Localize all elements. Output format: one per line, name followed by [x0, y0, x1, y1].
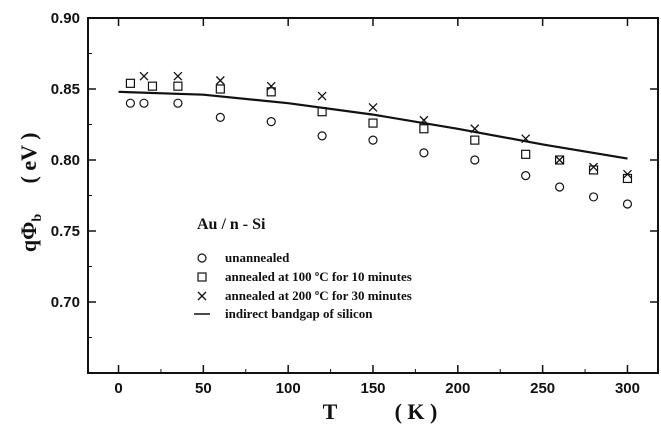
x-tick-label: 0 [114, 380, 122, 397]
point-circle [125, 98, 136, 108]
point-square [419, 124, 429, 134]
point-square [588, 165, 599, 175]
legend-square-swatch [197, 272, 207, 282]
plot-border [87, 17, 659, 374]
point-circle [368, 135, 378, 145]
y-axis-label-main: qΦb [16, 214, 45, 252]
x-axis-label-unit: ( K ) [395, 399, 438, 424]
point-circle [470, 155, 480, 165]
point-circle [555, 182, 565, 192]
x-tick-label: 50 [195, 380, 212, 397]
x-tick-label: 250 [530, 380, 555, 397]
legend-entry-label: unannealed [225, 250, 290, 265]
y-tick-label: 0.85 [51, 81, 80, 98]
panel-label: Au / n - Si [197, 216, 266, 233]
y-axis-label: qΦb ( eV ) [16, 133, 45, 253]
y-tick-label: 0.80 [51, 152, 80, 169]
point-circle [419, 148, 429, 158]
y-axis-label-unit: ( eV ) [16, 133, 41, 184]
legend-entry-label: annealed at 200 ºC for 30 minutes [225, 288, 412, 303]
point-x [139, 71, 149, 81]
point-circle [139, 98, 149, 108]
point-square [622, 173, 633, 184]
point-x [266, 81, 276, 91]
point-circle [215, 112, 225, 123]
point-circle [622, 199, 633, 209]
series-line-bandgap [118, 90, 628, 160]
point-x [555, 155, 565, 165]
point-x [215, 76, 225, 85]
point-circle [521, 171, 531, 181]
point-x [623, 169, 632, 179]
y-tick-label: 0.70 [51, 294, 80, 311]
point-square [368, 118, 378, 128]
y-axis-label-subscript: b [30, 214, 45, 222]
point-circle [588, 192, 599, 202]
point-x [368, 103, 378, 112]
point-square [521, 149, 531, 159]
point-square [266, 87, 276, 97]
x-tick-label: 200 [445, 380, 470, 397]
point-square [555, 155, 565, 165]
point-circle [173, 98, 183, 108]
point-x [317, 91, 327, 101]
legend-entry-label: annealed at 100 ºC for 10 minutes [225, 269, 412, 284]
legend: unannealed annealed at 100 ºC for 10 minu… [194, 250, 412, 321]
point-circle [317, 131, 327, 141]
data-marks [118, 71, 633, 209]
legend-circle-swatch [197, 253, 207, 263]
legend-x-swatch [197, 291, 207, 301]
point-square [470, 135, 480, 145]
point-square [173, 81, 183, 91]
plot-frame [87, 17, 659, 374]
y-axis-label-symbol: qΦ [16, 222, 41, 252]
x-axis-label-main: T [323, 399, 338, 424]
point-x [589, 162, 598, 172]
x-tick-label: 300 [615, 380, 640, 397]
x-tick-label: 100 [276, 380, 301, 397]
y-tick-label: 0.90 [51, 10, 80, 27]
point-square [147, 81, 158, 91]
point-square [125, 78, 136, 88]
point-circle [266, 117, 276, 127]
point-x [173, 71, 183, 81]
y-tick-label: 0.75 [51, 223, 80, 240]
x-tick-label: 150 [360, 380, 385, 397]
point-square [215, 84, 225, 94]
axis-ticks: 0 50 100 150 200 250 300 0.70 0.75 0.80 0.85 0.90 [51, 10, 658, 397]
legend-entry-label: indirect bandgap of silicon [225, 306, 373, 321]
